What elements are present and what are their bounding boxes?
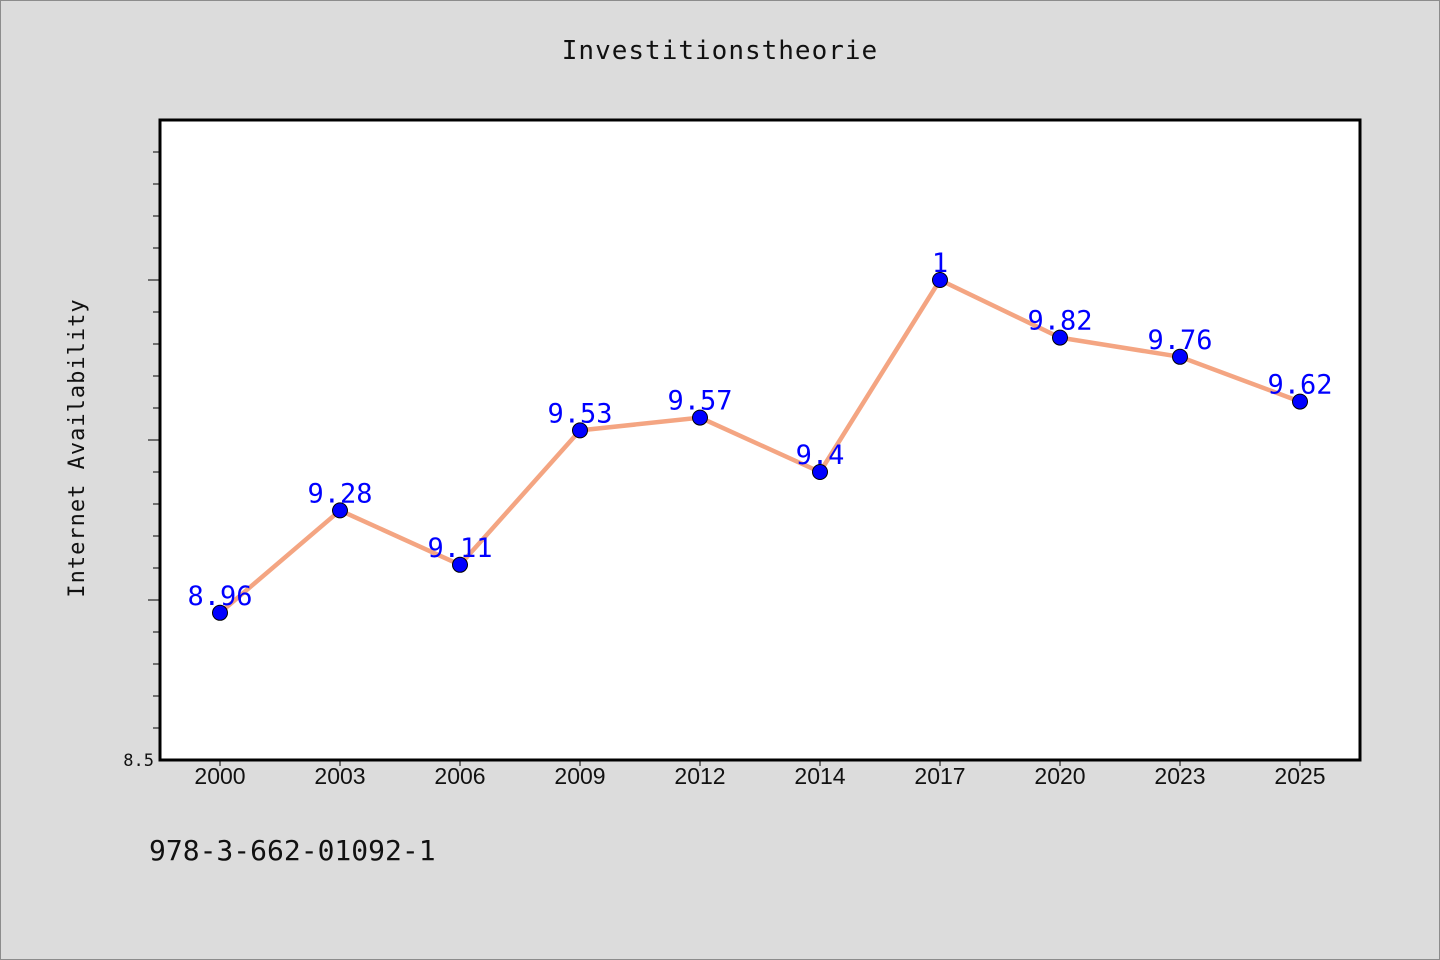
data-label: 9.62 (1267, 370, 1332, 401)
data-point-marker (1052, 329, 1068, 346)
data-point-marker (1292, 393, 1308, 410)
data-label: 9.4 (796, 440, 845, 471)
data-point-marker (932, 272, 948, 288)
data-label: 1 (932, 248, 948, 279)
x-tick-label: 2003 (314, 763, 365, 789)
x-tick-label: 2025 (1274, 763, 1325, 789)
x-tick-label: 2017 (914, 763, 965, 789)
data-point-marker (452, 556, 468, 573)
y-axis-ticks: 8.5 (123, 151, 160, 771)
data-label: 9.76 (1147, 325, 1212, 356)
x-tick-label: 2009 (554, 763, 605, 789)
data-point-marker (812, 464, 828, 480)
data-label-group: 8.96 9.28 9.11 9.53 9.57 9.4 1 9.82 9.76 9.62 (187, 248, 1332, 612)
data-point-marker (572, 422, 588, 439)
x-tick-label: 2006 (434, 763, 485, 789)
data-point-marker (212, 604, 228, 621)
data-point-marker (692, 409, 708, 426)
data-point-marker (1172, 348, 1188, 365)
chart-title: Investitionstheorie (561, 36, 879, 66)
x-tick-label: 2012 (674, 763, 725, 789)
data-point-marker (332, 502, 348, 519)
y-axis-label: Internet Availability (65, 298, 90, 597)
footer-isbn-text: 978-3-662-01092-1 (149, 834, 436, 867)
x-axis-tick-labels: 2000 2003 2006 2009 2012 2014 2017 2020 2023 2025 (194, 760, 1326, 789)
x-tick-label: 2014 (794, 763, 845, 789)
data-label: 9.53 (547, 398, 612, 429)
plot-area (158, 118, 1362, 762)
y-tick-label: 8.5 (123, 751, 154, 771)
series-markers (212, 272, 1308, 621)
series-line-group (217, 277, 1303, 616)
x-tick-label: 2020 (1034, 763, 1085, 789)
x-tick-label: 2023 (1154, 763, 1205, 789)
data-label: 9.11 (427, 533, 492, 564)
data-label: 9.82 (1027, 306, 1092, 337)
data-label: 8.96 (187, 581, 252, 612)
data-label: 9.57 (667, 386, 732, 417)
data-label: 9.28 (307, 478, 372, 509)
x-tick-label: 2000 (194, 763, 245, 789)
series-line (217, 277, 1303, 616)
